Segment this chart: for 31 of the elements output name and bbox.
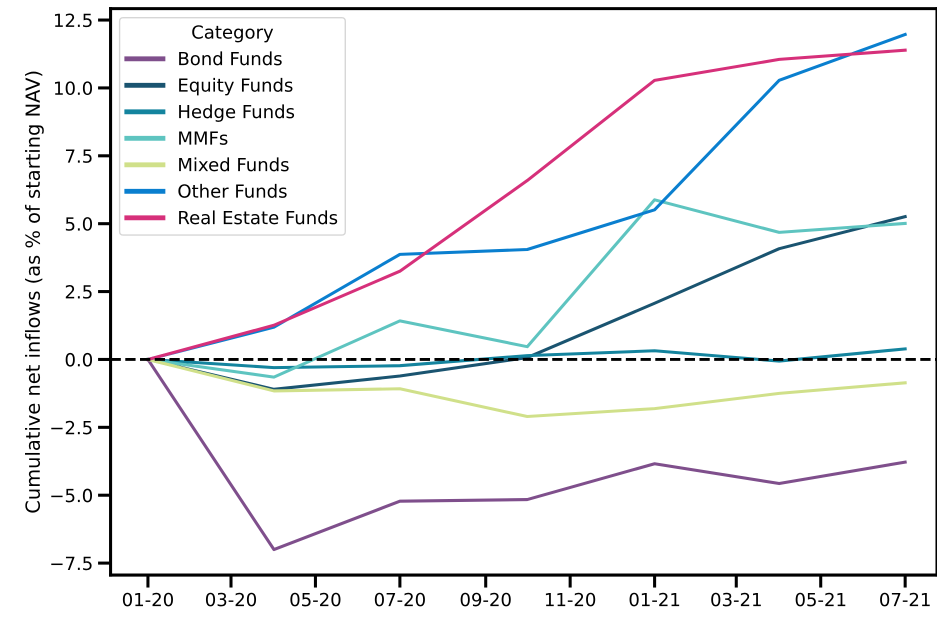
- legend-title: Category: [192, 25, 274, 42]
- x-tick-label: 03-20: [206, 592, 256, 606]
- x-tick-label: 07-20: [374, 592, 425, 606]
- line-series: [146, 358, 907, 552]
- line-series: [146, 358, 907, 418]
- x-tick-label: 05-20: [290, 592, 340, 606]
- y-tick-label: −2.5: [51, 420, 92, 434]
- x-tick-label: 05-21: [796, 592, 846, 606]
- y-tick-label: 0.0: [66, 352, 92, 367]
- y-tick-label: 7.5: [66, 150, 92, 163]
- y-tick-label: −5.0: [51, 488, 92, 502]
- legend-label: Hedge Funds: [179, 104, 294, 122]
- y-tick-label: 5.0: [66, 217, 92, 231]
- y-tick-label: 10.0: [54, 81, 92, 96]
- x-tick-label: 11-20: [546, 592, 596, 606]
- legend-label: Bond Funds: [179, 51, 282, 66]
- x-tick-label: 09-20: [460, 592, 511, 606]
- y-tick-label: 12.5: [54, 14, 92, 28]
- legend-label: Real Estate Funds: [179, 210, 338, 224]
- legend-label: Mixed Funds: [179, 157, 289, 172]
- x-tick-label: 03-21: [711, 592, 761, 606]
- x-tick-label: 01-20: [122, 592, 173, 606]
- legend-label: MMFs: [179, 131, 228, 145]
- y-axis-title: Cumulative net inflows (as % of starting NAV): [24, 72, 44, 513]
- line-series: [146, 198, 907, 379]
- legend-label: Other Funds: [178, 184, 287, 198]
- legend-label: Equity Funds: [179, 78, 292, 96]
- y-tick-label: 2.5: [66, 285, 92, 299]
- x-tick-label: 07-21: [880, 592, 930, 606]
- y-tick-label: −7.5: [51, 556, 92, 570]
- x-tick-label: 01-21: [630, 592, 680, 606]
